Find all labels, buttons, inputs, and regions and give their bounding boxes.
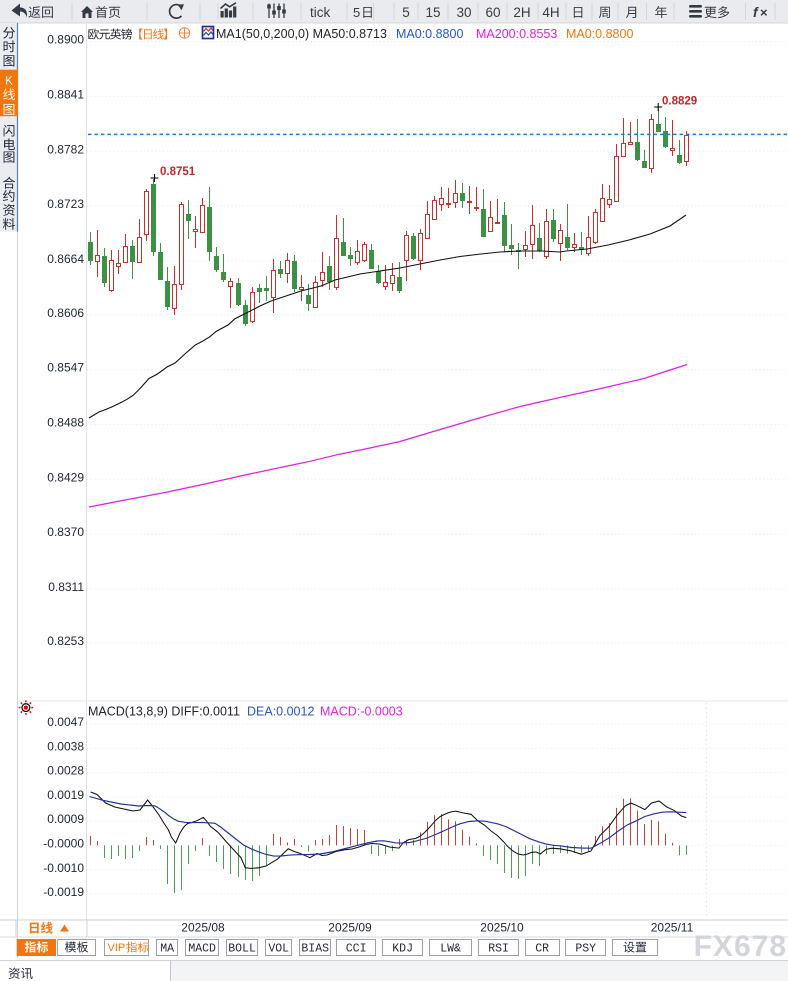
svg-text:15: 15 <box>425 5 440 20</box>
svg-text:LW&: LW& <box>440 943 461 956</box>
svg-text:×: × <box>760 5 768 20</box>
svg-text:0.8429: 0.8429 <box>47 470 84 484</box>
svg-text:4H: 4H <box>542 5 559 20</box>
svg-text:KDJ: KDJ <box>392 943 413 956</box>
svg-text:5: 5 <box>353 5 360 20</box>
svg-text:MA0:0.8800: MA0:0.8800 <box>566 27 633 41</box>
svg-text:MACD:-0.0003: MACD:-0.0003 <box>320 705 403 719</box>
svg-text:0.8841: 0.8841 <box>47 87 84 101</box>
svg-text:2H: 2H <box>513 5 530 20</box>
svg-text:f: f <box>753 4 759 20</box>
svg-text:0.0038: 0.0038 <box>47 740 84 754</box>
svg-text:0.8253: 0.8253 <box>47 634 84 648</box>
svg-text:VOL: VOL <box>268 943 289 956</box>
svg-text:2025/08: 2025/08 <box>181 921 225 935</box>
svg-text:0.0047: 0.0047 <box>47 715 84 729</box>
svg-text:PSY: PSY <box>575 943 596 956</box>
svg-text:0.8370: 0.8370 <box>47 525 84 539</box>
svg-text:MACD(13,8,9) DIFF:0.0011: MACD(13,8,9) DIFF:0.0011 <box>88 705 240 719</box>
svg-text:0.8488: 0.8488 <box>47 416 84 430</box>
svg-text:tick: tick <box>310 5 331 20</box>
svg-text:0.8606: 0.8606 <box>47 306 84 320</box>
svg-text:-0.0019: -0.0019 <box>43 885 84 899</box>
svg-text:FX678: FX678 <box>694 930 787 963</box>
svg-text:2025/09: 2025/09 <box>328 921 372 935</box>
svg-text:60: 60 <box>485 5 500 20</box>
svg-text:MA: MA <box>160 943 174 956</box>
svg-text:BOLL: BOLL <box>228 943 256 956</box>
svg-text:0.8829: 0.8829 <box>662 96 697 108</box>
svg-text:BIAS: BIAS <box>301 943 329 956</box>
svg-text:CCI: CCI <box>346 943 367 956</box>
svg-text:0.8751: 0.8751 <box>160 166 196 178</box>
svg-text:5: 5 <box>402 5 410 20</box>
svg-text:MA0:0.8800: MA0:0.8800 <box>396 27 463 41</box>
svg-text:K: K <box>5 75 13 87</box>
svg-text:2025/11: 2025/11 <box>651 921 694 935</box>
svg-text:DEA:0.0012: DEA:0.0012 <box>247 705 314 719</box>
svg-text:MA1(50,0,200,0) MA50:0.8713: MA1(50,0,200,0) MA50:0.8713 <box>216 27 387 41</box>
svg-text:0.8782: 0.8782 <box>47 142 84 156</box>
svg-text:0.8547: 0.8547 <box>47 361 84 375</box>
svg-text:0.8311: 0.8311 <box>48 580 84 594</box>
svg-text:-0.0000: -0.0000 <box>43 837 84 851</box>
svg-text:-0.0010: -0.0010 <box>43 861 84 875</box>
svg-text:0.8900: 0.8900 <box>47 33 84 47</box>
svg-text:0.0019: 0.0019 <box>47 788 84 802</box>
svg-text:RSI: RSI <box>488 943 509 956</box>
svg-text:0.0009: 0.0009 <box>47 812 84 826</box>
svg-text:2025/10: 2025/10 <box>480 921 524 935</box>
svg-text:CR: CR <box>535 943 549 956</box>
svg-text:0.0028: 0.0028 <box>47 764 84 778</box>
svg-text:0.8723: 0.8723 <box>47 197 84 211</box>
svg-text:30: 30 <box>456 5 471 20</box>
svg-text:MA200:0.8553: MA200:0.8553 <box>476 27 557 41</box>
svg-text:MACD: MACD <box>188 943 216 956</box>
svg-text:0.8664: 0.8664 <box>47 252 84 266</box>
svg-text:VIP: VIP <box>108 942 126 954</box>
